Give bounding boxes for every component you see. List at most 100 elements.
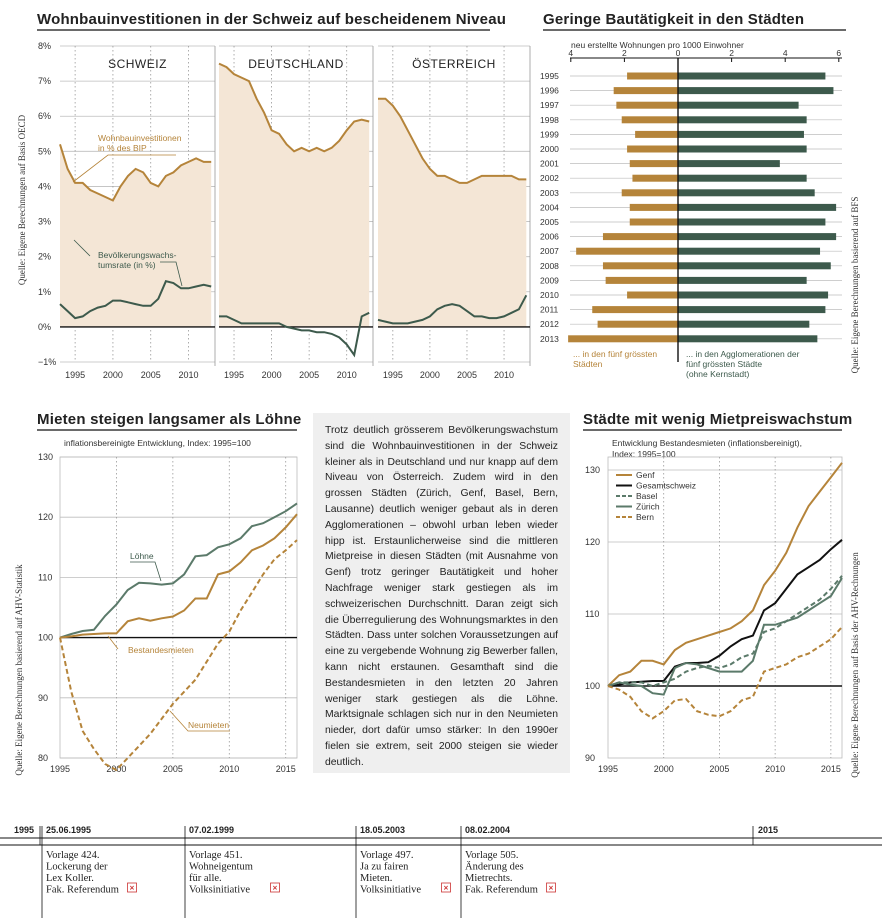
bar-cities [627, 145, 678, 153]
timeline-event-text: Lockerung der [46, 862, 108, 873]
bar-agglomerations [678, 218, 826, 226]
x-tick-label: 2005 [141, 370, 161, 380]
timeline-event-date: 08.02.2004 [465, 825, 510, 835]
bar-cities [629, 160, 678, 168]
population-callout [73, 239, 91, 257]
y-tick-label: 1% [38, 287, 51, 297]
bar-cities [616, 101, 678, 109]
year-label: 2000 [540, 144, 559, 154]
bar-agglomerations [678, 233, 837, 241]
timeline-event-date: 25.06.1995 [46, 825, 91, 835]
timeline-event-text: Fak. Referendum [46, 885, 119, 896]
bar-cities [627, 72, 678, 80]
investment-area [219, 63, 370, 327]
timeline-end: 2015 [758, 825, 778, 835]
bar-cities [602, 233, 678, 241]
bar-cities [635, 130, 678, 138]
timeline-event-text: Mieten. [360, 873, 392, 884]
panel2-source: Quelle: Eigene Berechnungen basierend au… [850, 197, 860, 374]
y-tick-label: 4% [38, 181, 51, 191]
bar-cities [568, 335, 678, 343]
x-tick-label: 2010 [765, 764, 785, 774]
article-text: Trotz deutlich grösserem Bevölkerungswac… [313, 413, 570, 773]
y-tick-label: 8% [38, 41, 51, 51]
timeline-event-text: Mietrechts. [465, 873, 513, 884]
y-tick-label: 130 [38, 452, 53, 462]
switzerland-line [607, 539, 843, 687]
panel-rents-vs-wages: Mieten steigen langsamer als Löhne infla… [14, 411, 301, 776]
y-tick-label: 110 [585, 609, 599, 619]
panel3-source: Quelle: Eigene Berechnungen basierend au… [14, 564, 24, 776]
bar-agglomerations [678, 145, 807, 153]
legend-cities: Städten [573, 359, 603, 369]
y-tick-label: 2% [38, 252, 51, 262]
bar-cities [621, 189, 678, 197]
investment-label: Wohnbauinvestitionen [98, 133, 182, 143]
bar-agglomerations [678, 203, 837, 211]
x-tick-label: 2010 [219, 764, 239, 774]
bar-cities [632, 174, 678, 182]
timeline-event-text: Lex Koller. [46, 873, 94, 884]
population-label: tumsrate (in %) [98, 260, 156, 270]
bar-cities [613, 87, 678, 95]
panel4-subtitle-2: Index: 1995=100 [612, 449, 676, 459]
legend-agglomerations: fünf grössten Städte [686, 359, 762, 369]
y-tick-label: 120 [585, 537, 600, 547]
year-label: 2008 [540, 261, 559, 271]
bar-cities [629, 203, 678, 211]
timeline-event-text: Vorlage 424. [46, 850, 99, 861]
investment-area [378, 98, 527, 327]
bar-agglomerations [678, 247, 821, 255]
y-tick-label: 5% [38, 146, 51, 156]
x-tick-label: 1995 [50, 764, 70, 774]
panel3-subtitle: inflationsbereinigte Entwicklung, Index:… [64, 438, 251, 448]
zurich-line [607, 577, 843, 696]
legend-label: Zürich [636, 502, 660, 512]
x-tick-label: 2000 [654, 764, 674, 774]
y-tick-label: 90 [585, 753, 595, 763]
year-label: 2011 [540, 305, 559, 315]
year-label: 2007 [540, 246, 559, 256]
bar-tick-label: 0 [676, 48, 681, 58]
bar-tick-label: 2 [729, 48, 734, 58]
year-label: 2001 [540, 159, 559, 169]
bar-cities [576, 247, 678, 255]
timeline-event-text: Änderung des [465, 861, 524, 873]
panel1-title: Wohnbauinvestitionen in der Schweiz auf … [37, 11, 506, 28]
y-tick-label: 120 [38, 512, 53, 522]
rejected-icon [270, 882, 280, 893]
timeline-start: 1995 [14, 825, 34, 835]
investment-callout [72, 154, 176, 183]
x-tick-label: 1995 [224, 370, 244, 380]
legend-agglomerations: ... in den Agglomerationen der [686, 349, 800, 359]
investment-line [218, 62, 370, 153]
investment-area [60, 144, 212, 327]
timeline-event-date: 18.05.2003 [360, 825, 405, 835]
y-tick-label: 90 [38, 693, 48, 703]
population-callout [160, 261, 183, 287]
year-label: 2006 [540, 232, 559, 242]
panel4-source: Quelle: Eigene Berechnungen auf Basis de… [850, 552, 860, 778]
y-tick-label: 80 [38, 753, 48, 763]
year-label: 2010 [540, 290, 559, 300]
rejected-icon-mark: × [444, 884, 449, 893]
panel2-title: Geringe Bautätigkeit in den Städten [543, 11, 804, 28]
rejected-icon [127, 882, 137, 893]
bar-tick-label: 4 [568, 48, 573, 58]
bar-agglomerations [678, 306, 826, 314]
bar-agglomerations [678, 174, 807, 182]
y-tick-label: 3% [38, 217, 51, 227]
bar-cities [602, 262, 678, 270]
investment-line [378, 97, 527, 184]
bar-cities [621, 116, 678, 124]
x-tick-label: 1995 [65, 370, 85, 380]
panel-country-label: SCHWEIZ [108, 57, 167, 71]
bar-agglomerations [678, 276, 807, 284]
x-tick-label: 2015 [821, 764, 841, 774]
rejected-icon [441, 882, 451, 893]
bar-agglomerations [678, 101, 799, 109]
plot-frame [59, 456, 298, 759]
y-tick-label: −1% [38, 357, 56, 367]
x-tick-label: 2015 [276, 764, 296, 774]
timeline-event-text: Wohneigentum [189, 862, 253, 873]
